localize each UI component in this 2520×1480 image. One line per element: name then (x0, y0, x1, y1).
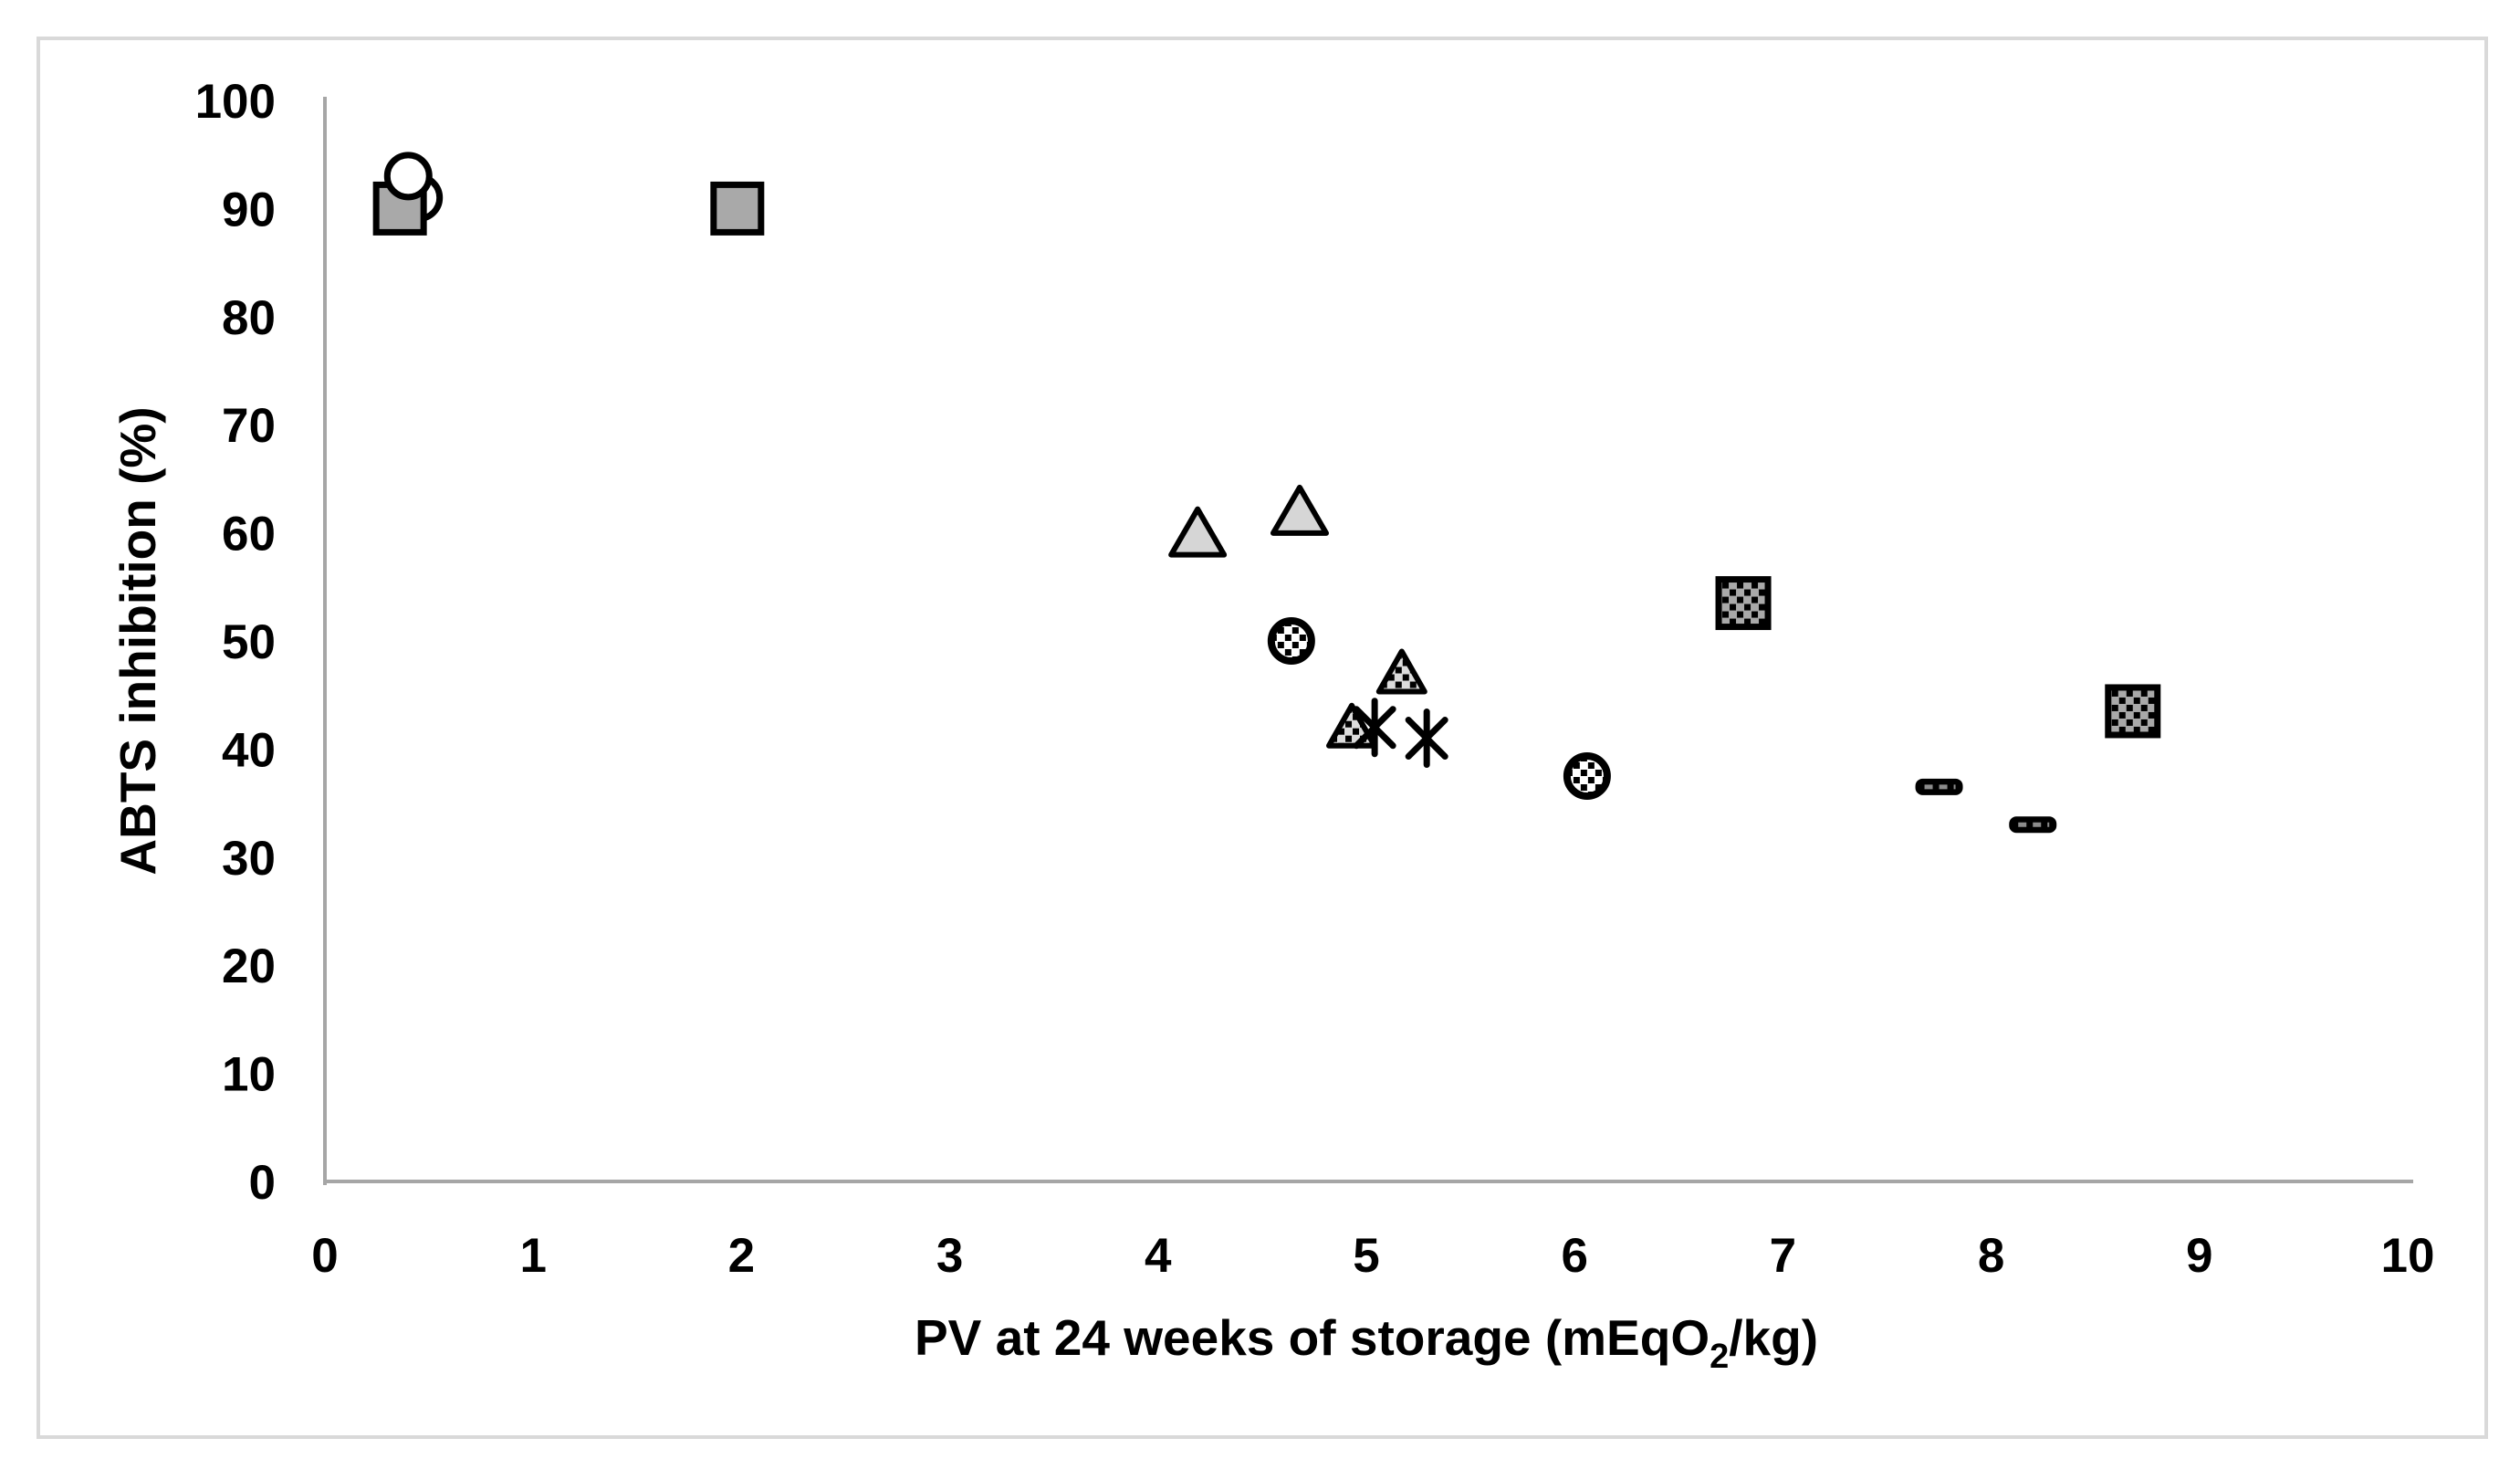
x-tick-label: 0 (311, 1229, 338, 1283)
y-tick-label: 100 (195, 75, 276, 129)
y-tick-label: 60 (222, 508, 276, 562)
x-tick-label: 7 (1770, 1229, 1796, 1283)
x-tick-label: 9 (2186, 1229, 2212, 1283)
x-tick-label: 5 (1353, 1229, 1379, 1283)
y-tick-label: 0 (249, 1156, 276, 1210)
x-tick-label: 4 (1145, 1229, 1172, 1283)
marker-dotted-square (1715, 576, 1772, 631)
marker-dotted-triangle (1375, 648, 1427, 695)
marker-open-circle (383, 152, 433, 201)
marker-asterisk (1405, 709, 1448, 769)
x-tick-label: 8 (1978, 1229, 2004, 1283)
marker-dotted-circle (1563, 752, 1611, 800)
x-axis-title-subscript: 2 (1710, 1338, 1730, 1376)
marker-gray-square (710, 181, 765, 236)
y-tick-label: 50 (222, 615, 276, 669)
x-tick-label: 3 (936, 1229, 963, 1283)
marker-dash (2009, 816, 2057, 834)
x-tick-label: 1 (519, 1229, 546, 1283)
x-axis-title: PV at 24 weeks of storage (mEqO2/kg) (325, 1304, 2408, 1376)
y-tick-label: 10 (222, 1048, 276, 1102)
y-tick-label: 30 (222, 832, 276, 886)
marker-dotted-square (2105, 684, 2161, 739)
x-tick-label: 2 (728, 1229, 755, 1283)
marker-dotted-triangle (1326, 702, 1378, 749)
x-tick-label: 10 (2381, 1229, 2435, 1283)
chart-border (37, 37, 2488, 1439)
y-tick-label: 20 (222, 939, 276, 993)
y-axis-title: ABTS inhibition (%) (105, 276, 171, 1006)
y-tick-label: 90 (222, 183, 276, 236)
marker-asterisk (1353, 698, 1396, 758)
y-tick-label: 70 (222, 399, 276, 453)
x-tick-label: 6 (1561, 1229, 1587, 1283)
x-axis-title-suffix: /kg) (1729, 1309, 1819, 1366)
y-tick-label: 80 (222, 291, 276, 345)
marker-gray-triangle (1168, 506, 1228, 558)
x-axis-title-prefix: PV at 24 weeks of storage (mEqO (914, 1309, 1710, 1366)
y-axis-title-text: ABTS inhibition (%) (110, 406, 166, 876)
marker-dash (1915, 778, 1963, 795)
marker-gray-triangle (1270, 484, 1329, 536)
marker-dotted-circle (1267, 617, 1315, 665)
y-tick-label: 40 (222, 723, 276, 777)
